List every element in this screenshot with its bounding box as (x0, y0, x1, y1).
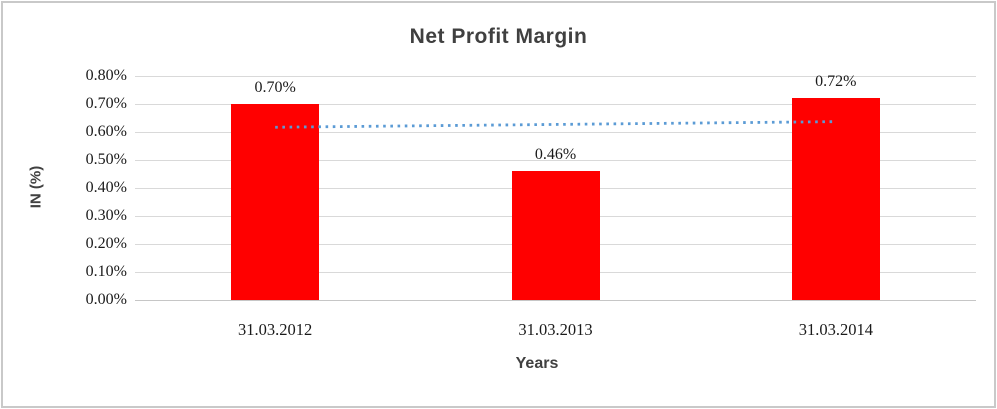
bar (231, 104, 320, 300)
y-tick-label: 0.10% (85, 263, 127, 280)
trendline (275, 120, 836, 129)
gridline (135, 75, 976, 77)
x-axis-title: Years (515, 355, 559, 372)
y-tick-label: 0.70% (85, 95, 127, 112)
bar-value-label: 0.72% (815, 73, 857, 91)
plot-area: 0.70% 31.03.2012 0.46% 31.03.2013 0.72% 31.03… (135, 73, 976, 339)
y-tick-label: 0.30% (85, 207, 127, 224)
category-label: 31.03.2012 (238, 320, 313, 339)
y-tick-label: 0.60% (85, 123, 127, 140)
y-tick-label: 0.00% (85, 291, 127, 308)
category-label: 31.03.2014 (798, 320, 873, 339)
y-tick-label: 0.50% (85, 151, 127, 168)
category-label: 31.03.2013 (518, 320, 593, 339)
net-profit-margin-chart: Net Profit Margin IN (%) 0.70% 31.03.2012… (3, 3, 994, 406)
gridline (135, 103, 976, 105)
y-tick-label: 0.80% (85, 67, 127, 84)
gridline (135, 159, 976, 161)
chart-title: Net Profit Margin (409, 25, 588, 48)
gridline (135, 131, 976, 133)
bar-value-label: 0.70% (254, 79, 296, 96)
x-axis-line (135, 299, 976, 301)
y-tick-label: 0.40% (85, 179, 127, 196)
bar (511, 171, 600, 300)
bar (791, 98, 880, 300)
y-tick-label: 0.20% (85, 235, 127, 252)
bar-value-label: 0.46% (534, 146, 577, 164)
